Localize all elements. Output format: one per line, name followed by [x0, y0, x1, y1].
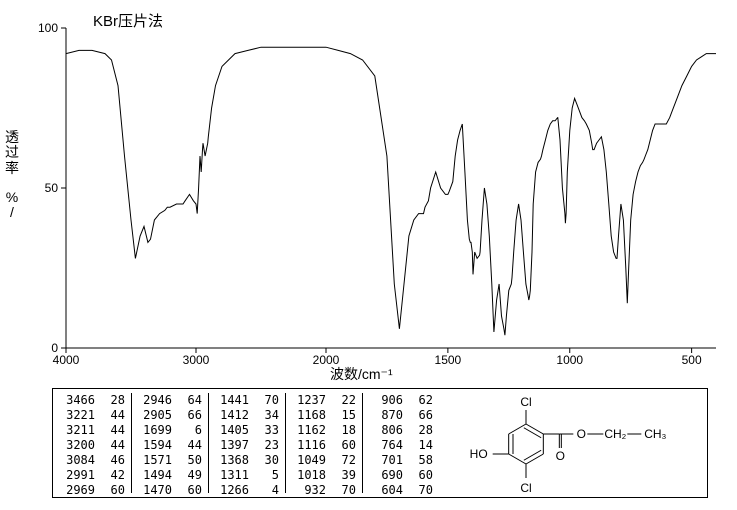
peak-column: 1441701412341405331397231368301311512664 [209, 393, 286, 493]
peak-row: 93270 [292, 483, 356, 498]
peak-row: 101839 [292, 468, 356, 483]
peak-row: 299142 [61, 468, 125, 483]
svg-text:1500: 1500 [435, 353, 462, 367]
peak-row: 60470 [369, 483, 433, 498]
svg-text:3000: 3000 [183, 353, 210, 367]
peak-row: 147060 [138, 483, 202, 498]
peak-row: 87066 [369, 408, 433, 423]
peak-row: 346628 [61, 393, 125, 408]
svg-text:Cl: Cl [520, 395, 531, 409]
peak-row: 16996 [138, 423, 202, 438]
peak-row: 159444 [138, 438, 202, 453]
svg-text:CH₂: CH₂ [604, 427, 626, 441]
y-axis-label-text: 透过率 [2, 130, 22, 176]
data-panel: 3466283221443211443200443084462991422969… [52, 388, 708, 498]
peak-row: 294664 [138, 393, 202, 408]
peak-table: 3466283221443211443200443084462991422969… [53, 389, 441, 497]
peak-row: 290566 [138, 408, 202, 423]
peak-row: 308446 [61, 453, 125, 468]
svg-text:Cl: Cl [520, 481, 531, 495]
svg-text:O: O [577, 427, 586, 441]
peak-column: 90662870668062876414701586906060470 [363, 393, 439, 493]
peak-row: 116815 [292, 408, 356, 423]
spectrum-svg: 40003000200015001000500 050100 [38, 10, 718, 370]
peak-row: 12664 [215, 483, 279, 498]
svg-text:4000: 4000 [53, 353, 80, 367]
peak-row: 136830 [215, 453, 279, 468]
peak-row: 296960 [61, 483, 125, 498]
y-axis-label-unit: %/ [2, 190, 22, 221]
svg-text:CH₃: CH₃ [644, 427, 666, 441]
svg-text:1000: 1000 [556, 353, 583, 367]
svg-text:HO: HO [470, 447, 488, 461]
peak-row: 111660 [292, 438, 356, 453]
peak-row: 90662 [369, 393, 433, 408]
peak-row: 144170 [215, 393, 279, 408]
peak-row: 139723 [215, 438, 279, 453]
peak-row: 321144 [61, 423, 125, 438]
peak-row: 320044 [61, 438, 125, 453]
peak-row: 69060 [369, 468, 433, 483]
peak-row: 76414 [369, 438, 433, 453]
svg-text:50: 50 [45, 181, 59, 195]
svg-text:100: 100 [38, 21, 58, 35]
peak-row: 140533 [215, 423, 279, 438]
molecule-structure: Cl Cl HO OO CH₂ CH₃ [441, 389, 707, 497]
peak-row: 149449 [138, 468, 202, 483]
peak-row: 322144 [61, 408, 125, 423]
svg-text:0: 0 [51, 341, 58, 355]
peak-row: 157150 [138, 453, 202, 468]
peak-row: 141234 [215, 408, 279, 423]
peak-row: 80628 [369, 423, 433, 438]
peak-row: 123722 [292, 393, 356, 408]
peak-row: 104972 [292, 453, 356, 468]
peak-column: 3466283221443211443200443084462991422969… [55, 393, 132, 493]
peak-column: 2946642905661699615944415715014944914706… [132, 393, 209, 493]
peak-row: 70158 [369, 453, 433, 468]
peak-column: 1237221168151162181116601049721018399327… [286, 393, 363, 493]
ir-spectrum-chart: KBr压片法 40003000200015001000500 050100 [38, 10, 718, 360]
x-axis-label: 波数/cm⁻¹ [330, 364, 393, 384]
svg-text:O: O [556, 449, 565, 463]
svg-text:500: 500 [682, 353, 702, 367]
peak-row: 116218 [292, 423, 356, 438]
peak-row: 13115 [215, 468, 279, 483]
